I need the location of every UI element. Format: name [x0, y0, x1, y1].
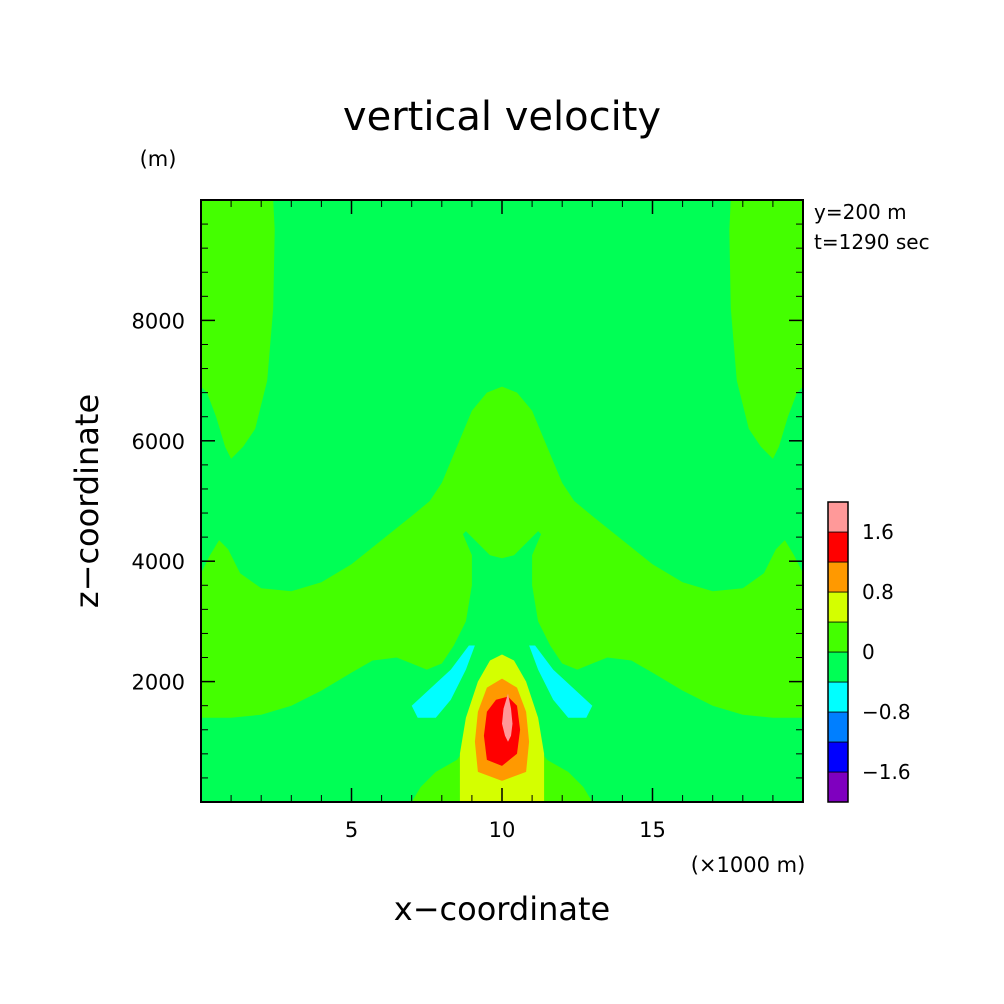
colorbar-tick-label: 1.6 [862, 520, 894, 544]
y-tick-label: 4000 [132, 550, 185, 574]
colorbar: 1.6 0.8 0 −0.8 −1.6 [827, 501, 911, 803]
y-axis-ticks: 2000 4000 6000 8000 [132, 309, 803, 695]
colorbar-swatch [827, 561, 849, 593]
colorbar-swatch [827, 501, 849, 533]
x-axis-ticks: 5 10 15 [345, 200, 666, 842]
colorbar-swatch [827, 771, 849, 803]
contour-region-right-negative-lobe [529, 645, 593, 718]
contour-region-upper-left-positive [201, 200, 275, 459]
annotation-y-position: y=200 m [814, 200, 907, 224]
colorbar-tick-label: −1.6 [862, 760, 911, 784]
x-tick-label: 5 [345, 818, 358, 842]
colorbar-tick-label: −0.8 [862, 700, 911, 724]
x-tick-label: 10 [489, 818, 516, 842]
contour-region-core-level-1.6 [502, 693, 513, 742]
y-unit-label: (m) [140, 147, 177, 171]
colorbar-tick-label: 0 [862, 640, 875, 664]
y-tick-label: 6000 [132, 430, 185, 454]
x-unit-label: (×1000 m) [691, 853, 806, 877]
y-axis-title: z−coordinate [68, 394, 106, 608]
contour-region-upper-right-positive [729, 200, 803, 459]
chart-title: vertical velocity [343, 94, 661, 140]
contour-regions [201, 200, 803, 802]
contour-region-left-negative-lobe [411, 645, 475, 718]
colorbar-swatch [827, 681, 849, 713]
plot-frame [200, 199, 804, 803]
colorbar-swatch [827, 741, 849, 773]
y-tick-label: 8000 [132, 309, 185, 333]
colorbar-swatch [827, 621, 849, 653]
colorbar-swatch [827, 711, 849, 743]
colorbar-frame [827, 501, 849, 803]
colorbar-swatch [827, 591, 849, 623]
y-tick-label: 2000 [132, 671, 185, 695]
minor-ticks [201, 200, 803, 802]
x-axis-title: x−coordinate [394, 890, 610, 928]
colorbar-swatch [827, 651, 849, 683]
contour-region-middle-positive-band [201, 386, 803, 718]
x-tick-label: 15 [639, 818, 666, 842]
colorbar-tick-label: 0.8 [862, 580, 894, 604]
annotation-time: t=1290 sec [814, 230, 930, 254]
colorbar-swatch [827, 531, 849, 563]
